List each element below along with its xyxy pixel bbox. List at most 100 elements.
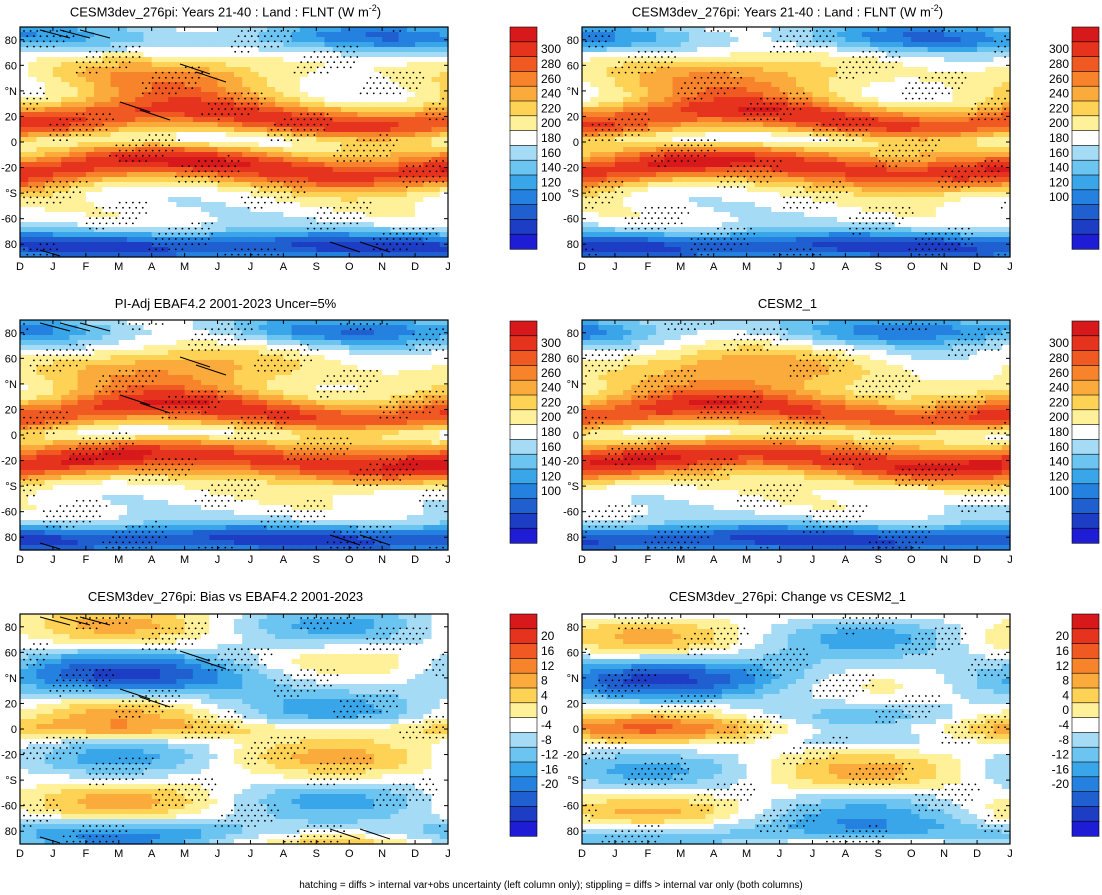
- heatmap-cell: [754, 62, 764, 68]
- stipple-dot: [204, 170, 207, 173]
- heatmap-cell: [258, 27, 268, 33]
- heatmap-cell: [69, 112, 79, 118]
- heatmap-cell: [365, 132, 375, 138]
- heatmap-cell: [439, 157, 449, 163]
- heatmap-cell: [176, 197, 186, 203]
- heatmap-cell: [820, 47, 830, 53]
- heatmap-cell: [590, 127, 600, 133]
- heatmap-cell: [631, 157, 641, 163]
- heatmap-cell: [61, 67, 70, 73]
- heatmap-cell: [796, 137, 805, 143]
- heatmap-cell: [159, 167, 169, 173]
- stipple-dot: [112, 66, 114, 69]
- heatmap-cell: [828, 42, 838, 48]
- heatmap-cell: [316, 247, 326, 253]
- stipple-dot: [244, 45, 247, 48]
- heatmap-cell: [582, 162, 591, 168]
- heatmap-cell: [192, 187, 202, 193]
- heatmap-cell: [316, 197, 326, 203]
- stipple-dot: [326, 123, 329, 126]
- heatmap-cell: [439, 207, 449, 213]
- stipple-dot: [438, 113, 441, 116]
- heatmap-cell: [738, 227, 748, 233]
- heatmap-cell: [52, 177, 62, 183]
- heatmap-cell: [639, 87, 649, 93]
- stipple-dot: [346, 206, 349, 209]
- heatmap-cell: [598, 37, 608, 43]
- heatmap-cell: [837, 82, 846, 88]
- stipple-dot: [122, 206, 124, 209]
- heatmap-cell: [94, 82, 103, 88]
- heatmap-cell: [423, 177, 433, 183]
- heatmap-cell: [746, 222, 756, 228]
- heatmap-cell: [647, 132, 657, 138]
- stipple-dot: [270, 180, 273, 183]
- heatmap-cell: [52, 107, 62, 113]
- heatmap-cell: [283, 242, 293, 248]
- heatmap-cell: [861, 212, 871, 218]
- heatmap-cell: [168, 162, 177, 168]
- heatmap-cell: [853, 122, 863, 128]
- heatmap-cell: [763, 227, 772, 233]
- heatmap-cell: [61, 87, 70, 93]
- heatmap-cell: [689, 27, 698, 33]
- heatmap-cell: [143, 247, 153, 253]
- heatmap-cell: [853, 107, 863, 113]
- heatmap-cell: [250, 162, 260, 168]
- stipple-dot: [184, 87, 187, 90]
- stipple-dot: [280, 186, 283, 188]
- heatmap-cell: [804, 127, 814, 133]
- stipple-dot: [174, 175, 177, 178]
- stipple-dot: [264, 45, 266, 48]
- heatmap-cell: [357, 82, 367, 88]
- heatmap-cell: [176, 52, 186, 58]
- heatmap-cell: [861, 42, 871, 48]
- heatmap-cell: [812, 87, 822, 93]
- heatmap-cell: [664, 182, 674, 188]
- heatmap-cell: [85, 227, 95, 233]
- heatmap-cell: [135, 82, 145, 88]
- heatmap-cell: [308, 152, 317, 158]
- heatmap-cell: [598, 42, 608, 48]
- stipple-dot: [356, 149, 359, 152]
- heatmap-cell: [606, 212, 616, 218]
- heatmap-cell: [754, 227, 764, 233]
- heatmap-cell: [664, 127, 674, 133]
- heatmap-cell: [623, 147, 632, 153]
- heatmap-cell: [357, 142, 367, 148]
- heatmap-cell: [184, 197, 194, 203]
- heatmap-cell: [94, 162, 103, 168]
- heatmap-cell: [20, 177, 29, 183]
- heatmap-cell: [804, 182, 814, 188]
- heatmap-cell: [308, 222, 317, 228]
- heatmap-cell: [217, 122, 227, 128]
- stipple-dot: [105, 118, 108, 121]
- heatmap-cell: [415, 112, 424, 118]
- heatmap-cell: [44, 47, 54, 53]
- heatmap-cell: [250, 197, 260, 203]
- heatmap-cell: [36, 162, 46, 168]
- stipple-dot: [184, 76, 187, 79]
- heatmap-cell: [201, 27, 210, 33]
- heatmap-cell: [52, 237, 62, 243]
- stipple-dot: [33, 201, 35, 204]
- heatmap-cell: [870, 237, 879, 243]
- heatmap-cell: [606, 152, 616, 158]
- stipple-dot: [59, 201, 62, 204]
- heatmap-cell: [590, 32, 600, 38]
- heatmap-cell: [61, 237, 70, 243]
- heatmap-cell: [623, 117, 632, 123]
- heatmap-cell: [382, 77, 391, 83]
- heatmap-cell: [631, 102, 641, 108]
- heatmap-cell: [69, 107, 79, 113]
- stipple-dot: [59, 191, 62, 194]
- heatmap-cell: [143, 52, 153, 58]
- heatmap-cell: [316, 192, 326, 198]
- heatmap-cell: [738, 92, 748, 98]
- heatmap-cell: [291, 82, 301, 88]
- heatmap-cell: [406, 142, 416, 148]
- heatmap-cell: [672, 192, 682, 198]
- heatmap-cell: [159, 187, 169, 193]
- heatmap-cell: [94, 117, 103, 123]
- heatmap-cell: [812, 162, 822, 168]
